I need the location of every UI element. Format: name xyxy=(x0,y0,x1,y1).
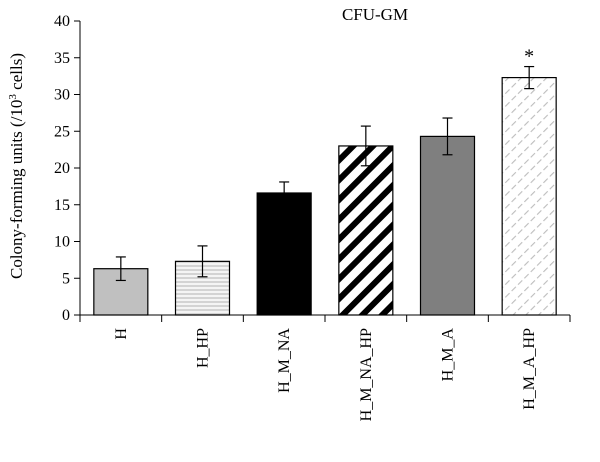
x-category-label: H_M_A xyxy=(440,328,457,382)
chart-title: CFU-GM xyxy=(342,5,408,24)
y-axis-label-end: cells) xyxy=(7,53,26,94)
x-category-label: H xyxy=(113,328,130,340)
x-category-label: H_M_NA_HP xyxy=(358,328,375,421)
y-tick-label: 35 xyxy=(54,50,70,67)
y-tick-label: 20 xyxy=(54,160,70,177)
bar-h-m-na xyxy=(256,192,312,316)
bar-h-m-na-hp xyxy=(338,145,394,316)
y-tick-label: 25 xyxy=(54,123,70,140)
bars-group: * xyxy=(93,46,557,316)
x-category-label: H_HP xyxy=(195,328,212,368)
y-tick-label: 0 xyxy=(62,307,70,324)
y-axis-label-superscript: 3 xyxy=(7,94,19,100)
y-tick-label: 40 xyxy=(54,13,70,30)
significance-marker: * xyxy=(524,46,534,68)
x-category-label: H_M_A_HP xyxy=(521,328,538,410)
y-axis-ticks: 0 5 10 15 20 25 30 35 40 xyxy=(54,13,80,324)
y-tick-label: 15 xyxy=(54,197,70,214)
y-tick-label: 5 xyxy=(62,270,70,287)
x-category-label: H_M_NA xyxy=(276,328,293,393)
y-tick-label: 30 xyxy=(54,87,70,104)
bar-h-m-a xyxy=(419,135,476,316)
y-axis-label: Colony-forming units (/103 cells) xyxy=(7,53,26,279)
x-axis-group: H H_HP H_M_NA H_M_NA_HP H_M_A H_M_A_HP xyxy=(79,315,571,421)
y-axis-label-main: Colony-forming units (/10 xyxy=(7,100,26,279)
bar-h-m-a-hp xyxy=(501,76,557,316)
y-tick-label: 10 xyxy=(54,234,70,251)
